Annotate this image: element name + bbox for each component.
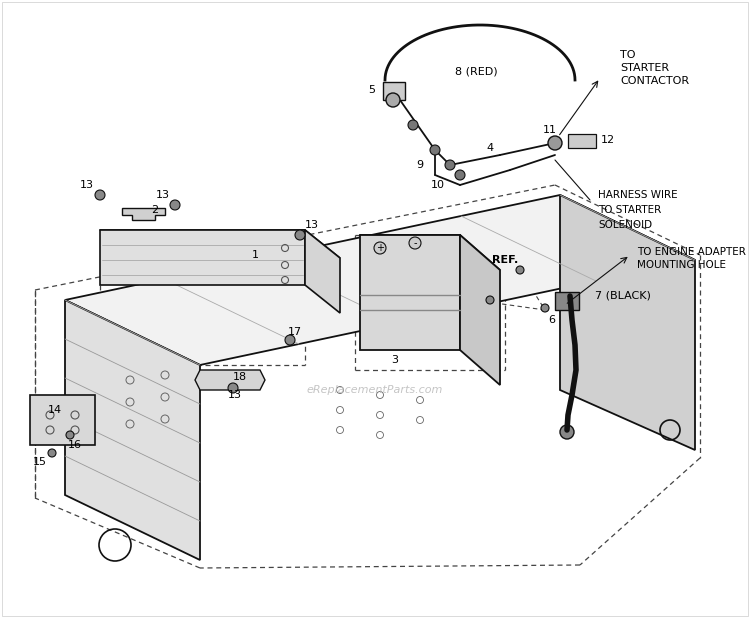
- Text: 17: 17: [288, 327, 302, 337]
- Text: 14: 14: [48, 405, 62, 415]
- Polygon shape: [65, 195, 695, 365]
- Text: 13: 13: [156, 190, 170, 200]
- Bar: [555, 292, 579, 310]
- Circle shape: [486, 296, 494, 304]
- Bar: [383, 82, 405, 100]
- Circle shape: [170, 200, 180, 210]
- Text: 7 (BLACK): 7 (BLACK): [595, 290, 651, 300]
- Polygon shape: [360, 235, 460, 350]
- Text: HARNESS WIRE: HARNESS WIRE: [598, 190, 678, 200]
- Text: 12: 12: [601, 135, 615, 145]
- Text: MOUNTING HOLE: MOUNTING HOLE: [637, 260, 726, 270]
- Text: 18: 18: [233, 372, 247, 382]
- Text: -: -: [413, 238, 417, 248]
- Text: TO ENGINE ADAPTER: TO ENGINE ADAPTER: [637, 247, 746, 257]
- Text: 13: 13: [305, 220, 319, 230]
- Text: 15: 15: [33, 457, 47, 467]
- Circle shape: [408, 120, 418, 130]
- Text: 6: 6: [548, 315, 556, 325]
- Circle shape: [548, 136, 562, 150]
- Text: TO STARTER: TO STARTER: [598, 205, 662, 215]
- Polygon shape: [460, 235, 500, 385]
- Polygon shape: [305, 230, 340, 313]
- Polygon shape: [100, 230, 340, 258]
- Polygon shape: [122, 208, 165, 220]
- Text: 16: 16: [68, 440, 82, 450]
- Text: 8 (RED): 8 (RED): [455, 67, 498, 77]
- Circle shape: [409, 237, 421, 249]
- Text: +: +: [376, 243, 384, 253]
- Circle shape: [386, 93, 400, 107]
- Text: 13: 13: [80, 180, 94, 190]
- Circle shape: [295, 230, 305, 240]
- Text: 5: 5: [368, 85, 376, 95]
- Circle shape: [541, 304, 549, 312]
- Text: CONTACTOR: CONTACTOR: [620, 76, 689, 86]
- Circle shape: [66, 431, 74, 439]
- Text: STARTER: STARTER: [620, 63, 669, 73]
- Circle shape: [560, 425, 574, 439]
- Text: SOLENOID: SOLENOID: [598, 220, 652, 230]
- Bar: [568, 134, 596, 148]
- Text: 10: 10: [431, 180, 445, 190]
- Polygon shape: [560, 195, 695, 450]
- Text: eReplacementParts.com: eReplacementParts.com: [307, 385, 443, 395]
- Circle shape: [95, 190, 105, 200]
- Polygon shape: [65, 300, 200, 560]
- Text: 11: 11: [543, 125, 557, 135]
- Text: 1: 1: [251, 250, 259, 260]
- Circle shape: [48, 449, 56, 457]
- Polygon shape: [100, 230, 305, 285]
- Circle shape: [285, 335, 295, 345]
- Polygon shape: [30, 395, 95, 445]
- Circle shape: [374, 242, 386, 254]
- Circle shape: [430, 145, 440, 155]
- Text: 4: 4: [487, 143, 494, 153]
- Circle shape: [455, 170, 465, 180]
- Circle shape: [445, 160, 455, 170]
- Text: REF.: REF.: [492, 255, 518, 265]
- Polygon shape: [195, 370, 265, 390]
- Circle shape: [228, 383, 238, 393]
- Polygon shape: [360, 235, 500, 270]
- Text: 13: 13: [228, 390, 242, 400]
- Text: 3: 3: [392, 355, 398, 365]
- Text: 2: 2: [152, 205, 158, 215]
- Text: TO: TO: [620, 50, 635, 60]
- Circle shape: [516, 266, 524, 274]
- Text: 9: 9: [416, 160, 424, 170]
- Circle shape: [575, 135, 587, 147]
